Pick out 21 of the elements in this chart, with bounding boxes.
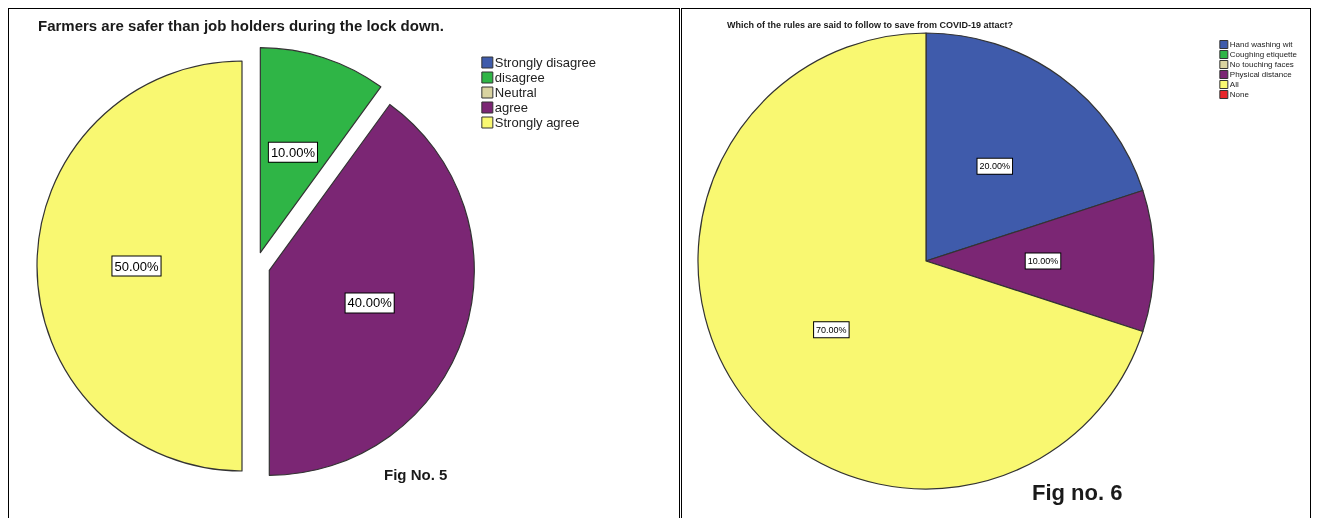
chart-title: Which of the rules are said to follow to save from COVID-19 attact? [727,19,1014,30]
legend-label: Physical distance [1229,70,1293,79]
legend-label: Coughing etiquette [1229,50,1298,59]
chart-title: Farmers are safer than job holders during the lock down. [38,17,444,34]
legend-label: disagree [494,70,545,85]
legend-label: agree [494,100,529,115]
legend-label: None [1229,90,1250,99]
legend-label: No touching faces [1229,60,1294,69]
data-label: 70.00% [816,324,847,335]
data-label: 50.00% [114,258,159,274]
data-label: 20.00% [979,161,1011,172]
data-label: 10.00% [1027,256,1059,266]
legend-label: All [1229,80,1239,89]
legend-label: Strongly agree [494,115,580,130]
data-label: 40.00% [347,295,393,311]
legend-label: Hand washing wit [1229,40,1294,49]
data-label: 10.00% [270,144,316,160]
text: Fig No. 5 [384,466,448,483]
legend-label: Strongly disagree [494,55,596,70]
legend-label: Neutral [494,85,537,100]
text: Fig no. 6 [1032,479,1123,505]
